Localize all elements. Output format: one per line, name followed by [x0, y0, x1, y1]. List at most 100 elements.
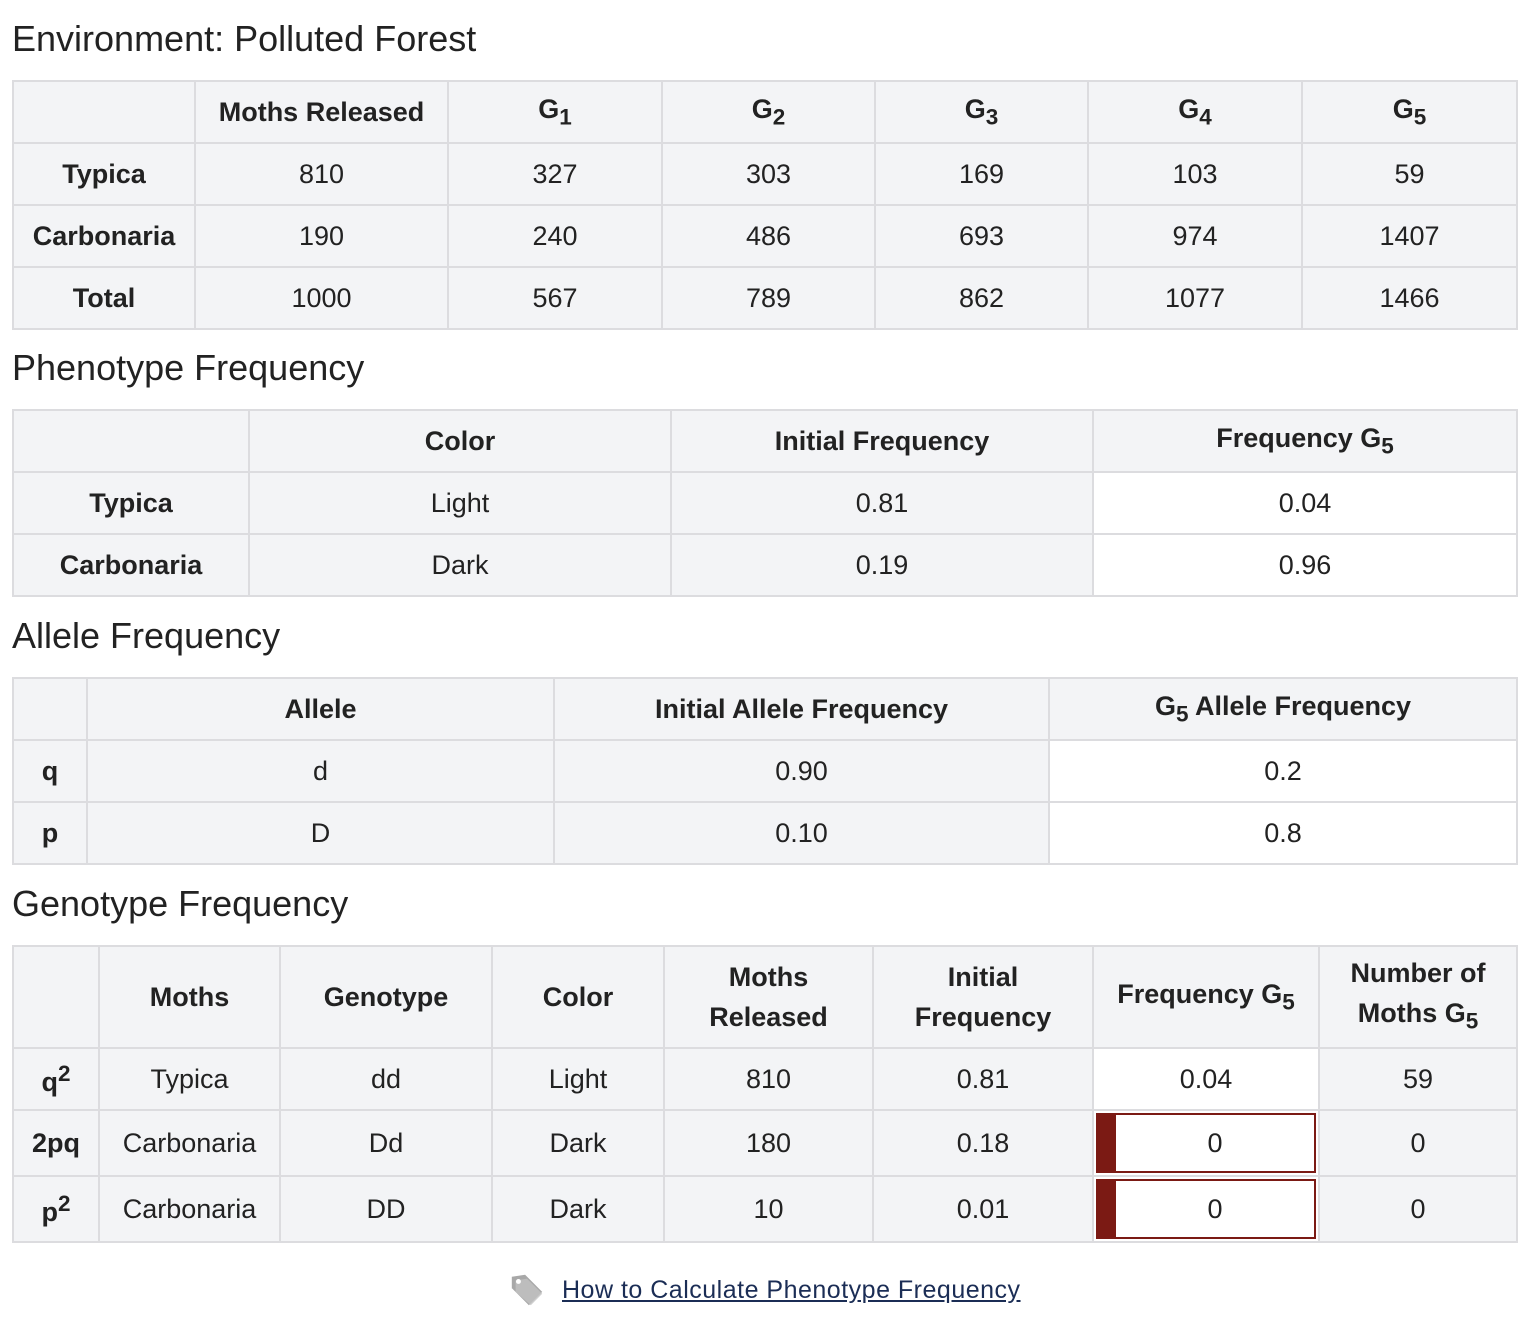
- table-cell: 862: [874, 266, 1089, 330]
- tag-icon: [511, 1274, 543, 1306]
- header-frequency-g5-sub: 5: [1282, 989, 1295, 1015]
- header-initial-frequency: Initial Frequency: [670, 409, 1094, 473]
- allele-table: Allele Initial Allele Frequency G5 Allel…: [12, 677, 1518, 865]
- header-g4-sub: 4: [1199, 104, 1212, 130]
- row-label-p-squared: p2: [12, 1175, 100, 1243]
- header-frequency-g5-text: Frequency G: [1216, 422, 1382, 453]
- frequency-g5-input-cell: [1092, 1109, 1320, 1177]
- result-cell: 0.2: [1048, 739, 1518, 803]
- phenotype-help-link-row: How to Calculate Phenotype Frequency: [508, 1270, 1021, 1310]
- header-moths-released: Moths Released: [194, 80, 449, 144]
- header-frequency-g5-text: Frequency G: [1117, 978, 1283, 1009]
- header-g5-prefix: G: [1154, 690, 1176, 721]
- header-initial-allele-frequency: Initial Allele Frequency: [553, 677, 1050, 741]
- table-row: 2pq Carbonaria Dd Dark 180 0.18 0: [12, 1109, 1518, 1177]
- table-cell: 0.90: [553, 739, 1050, 803]
- table-row: Total 1000 567 789 862 1077 1466: [12, 266, 1518, 330]
- genotype-table: Moths Genotype Color Moths Released Init…: [12, 945, 1518, 1243]
- header-g5-rest: Allele Frequency: [1188, 690, 1412, 721]
- frequency-g5-input-p-squared[interactable]: [1096, 1179, 1316, 1239]
- table-cell: Light: [491, 1047, 665, 1111]
- moths-table-header-row: Moths Released G1 G2 G3 G4 G5: [12, 80, 1518, 144]
- moths-table-corner: [12, 80, 196, 144]
- header-moths: Moths: [98, 945, 281, 1049]
- header-g5-allele-frequency: G5 Allele Frequency: [1048, 677, 1518, 741]
- header-g3-sub: 3: [985, 104, 999, 130]
- how-to-calculate-link[interactable]: How to Calculate Phenotype Frequency: [562, 1275, 1021, 1304]
- frequency-g5-input-cell: [1092, 1175, 1320, 1243]
- allele-title: Allele Frequency: [12, 615, 281, 656]
- table-cell: 10: [663, 1175, 874, 1243]
- table-cell: Dark: [491, 1109, 665, 1177]
- table-cell: dd: [279, 1047, 493, 1111]
- table-cell: 567: [447, 266, 663, 330]
- header-g4: G4: [1087, 80, 1303, 144]
- table-cell: 1466: [1301, 266, 1518, 330]
- table-cell: DD: [279, 1175, 493, 1243]
- table-row: p D 0.10 0.8: [12, 801, 1518, 865]
- table-row: Carbonaria 190 240 486 693 974 1407: [12, 204, 1518, 268]
- genotype-table-corner: [12, 945, 100, 1049]
- genotype-header-row: Moths Genotype Color Moths Released Init…: [12, 945, 1518, 1049]
- table-cell: Dark: [248, 533, 672, 597]
- header-color: Color: [491, 945, 665, 1049]
- phenotype-table-corner: [12, 409, 250, 473]
- table-cell: D: [86, 801, 555, 865]
- header-frequency-g5: Frequency G5: [1092, 945, 1320, 1049]
- table-cell: 59: [1301, 142, 1518, 206]
- row-label-q: q: [12, 739, 88, 803]
- environment-title: Environment: Polluted Forest: [12, 18, 477, 59]
- header-frequency-g5-sub: 5: [1381, 433, 1394, 459]
- genotype-title: Genotype Frequency: [12, 883, 349, 924]
- header-g4-text: G: [1178, 93, 1200, 124]
- table-cell: 0.81: [670, 471, 1094, 535]
- table-cell: 1407: [1301, 204, 1518, 268]
- table-cell: 103: [1087, 142, 1303, 206]
- table-cell: 169: [874, 142, 1089, 206]
- table-cell: 0.81: [872, 1047, 1094, 1111]
- table-cell: 0: [1318, 1175, 1518, 1243]
- header-g2: G2: [661, 80, 876, 144]
- result-cell: 0.96: [1092, 533, 1518, 597]
- table-cell: 0.01: [872, 1175, 1094, 1243]
- header-allele: Allele: [86, 677, 555, 741]
- header-g2-text: G: [751, 93, 773, 124]
- header-g2-sub: 2: [772, 104, 786, 130]
- table-cell: 810: [194, 142, 449, 206]
- header-g5: G5: [1301, 80, 1518, 144]
- header-g3: G3: [874, 80, 1089, 144]
- row-label-typica: Typica: [12, 142, 196, 206]
- table-cell: Carbonaria: [98, 1109, 281, 1177]
- frequency-g5-input-2pq[interactable]: [1096, 1113, 1316, 1173]
- result-cell: 0.8: [1048, 801, 1518, 865]
- table-cell: 810: [663, 1047, 874, 1111]
- table-cell: 1077: [1087, 266, 1303, 330]
- header-color: Color: [248, 409, 672, 473]
- row-label-p: p: [12, 801, 88, 865]
- header-g5-text: G: [1392, 93, 1414, 124]
- table-cell: Dark: [491, 1175, 665, 1243]
- row-label-carbonaria: Carbonaria: [12, 204, 196, 268]
- header-g1-text: G: [538, 93, 560, 124]
- header-g1-sub: 1: [559, 104, 572, 130]
- result-cell: 0.04: [1092, 1047, 1320, 1111]
- table-cell: d: [86, 739, 555, 803]
- header-g1: G1: [447, 80, 663, 144]
- header-g5-sub: 5: [1413, 104, 1427, 130]
- table-cell: 0.19: [670, 533, 1094, 597]
- table-row: Carbonaria Dark 0.19 0.96: [12, 533, 1518, 597]
- header-number-of-moths-g5: Number of Moths G5: [1318, 945, 1518, 1049]
- table-cell: Dd: [279, 1109, 493, 1177]
- table-row: q2 Typica dd Light 810 0.81 0.04 59: [12, 1047, 1518, 1111]
- header-frequency-g5: Frequency G5: [1092, 409, 1518, 473]
- table-cell: 59: [1318, 1047, 1518, 1111]
- table-row: Typica Light 0.81 0.04: [12, 471, 1518, 535]
- table-cell: 240: [447, 204, 663, 268]
- row-label-typica: Typica: [12, 471, 250, 535]
- row-label-text: p: [41, 1196, 58, 1227]
- header-number-text: Number of Moths G: [1350, 957, 1486, 1028]
- row-label-sup: 2: [57, 1060, 71, 1086]
- table-cell: 486: [661, 204, 876, 268]
- table-row: Typica 810 327 303 169 103 59: [12, 142, 1518, 206]
